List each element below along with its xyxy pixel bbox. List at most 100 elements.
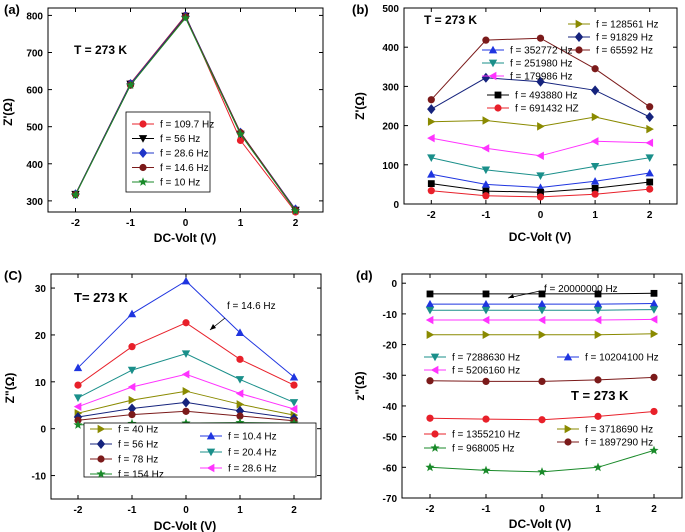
data-point <box>482 116 491 125</box>
x-tick-label: -2 <box>426 504 435 515</box>
legend-marker <box>574 32 584 42</box>
legend-marker <box>430 443 440 452</box>
legend-label: f = 10 Hz <box>160 178 200 189</box>
x-tick-label: -1 <box>128 505 137 516</box>
data-point <box>235 328 245 336</box>
data-point <box>590 163 600 171</box>
data-point <box>594 290 602 298</box>
data-point <box>590 177 600 185</box>
data-point <box>236 355 244 363</box>
legend-marker <box>564 424 573 434</box>
legend-marker <box>138 177 148 186</box>
data-point <box>650 329 659 339</box>
data-point <box>649 306 659 314</box>
data-point <box>180 13 191 22</box>
y-tick-label: 800 <box>26 11 43 22</box>
legend-label: f = 40 Hz <box>118 425 158 436</box>
legend-marker <box>138 148 148 158</box>
data-point <box>594 376 602 384</box>
legend-label: f = 1355210 Hz <box>452 430 520 441</box>
legend-marker <box>206 463 215 473</box>
data-point <box>481 166 491 175</box>
data-point <box>425 315 434 325</box>
panel-b-label: (b) <box>352 2 369 17</box>
data-point <box>482 36 490 44</box>
legend-label: f = 493880 Hz <box>515 91 578 102</box>
legend-label: f = 352772 Hz <box>510 46 573 57</box>
x-tick-label: 0 <box>539 504 545 515</box>
legend-label: f = 20.4 Hz <box>228 448 277 459</box>
data-point <box>593 462 603 472</box>
y-tick-label: 10 <box>35 378 47 389</box>
data-point <box>182 319 190 327</box>
y-tick-label: 30 <box>35 284 47 295</box>
legend-label: f = 1897290 Hz <box>585 438 653 449</box>
data-point <box>538 330 547 339</box>
legend-marker <box>488 45 498 54</box>
data-point <box>427 180 435 188</box>
legend-marker <box>139 163 147 172</box>
data-point <box>536 76 545 87</box>
data-point <box>127 403 137 414</box>
panel-d-annotation: T = 273 K <box>571 388 629 403</box>
data-point <box>182 407 190 415</box>
y-tick-label: -10 <box>383 310 398 321</box>
data-point <box>591 190 599 198</box>
data-point <box>73 420 83 429</box>
data-point <box>73 402 82 411</box>
legend-marker <box>96 469 106 478</box>
data-point <box>235 129 246 138</box>
data-point <box>649 315 658 324</box>
data-point <box>181 397 191 408</box>
data-point <box>427 154 436 162</box>
x-tick-label: 1 <box>592 210 598 221</box>
x-tick-label: -2 <box>74 505 83 516</box>
y-tick-label: -70 <box>383 494 398 505</box>
data-point <box>235 389 244 398</box>
x-tick-label: 0 <box>183 218 189 229</box>
data-point <box>650 373 658 382</box>
x-tick-label: 2 <box>291 505 297 516</box>
panel-d-xlabel: DC-Volt (V) <box>509 517 571 531</box>
legend-label: f = 5206160 Hz <box>452 366 520 377</box>
data-point <box>649 445 659 455</box>
data-point <box>74 381 82 389</box>
y-tick-label: 700 <box>26 49 43 60</box>
y-tick-label: -60 <box>383 463 398 474</box>
data-point <box>646 124 654 134</box>
legend-label: f = 968005 Hz <box>452 444 515 455</box>
data-point <box>482 290 490 298</box>
data-point <box>645 154 654 162</box>
data-point <box>128 395 137 405</box>
panel-d: (d) -70-60-50-40-30-20-100-2 -1 0 1 2 T = 27… <box>353 268 683 531</box>
data-point <box>537 299 547 308</box>
data-point <box>425 306 435 315</box>
legend-label: f = 179986 Hz <box>510 72 573 83</box>
y-tick-label: -30 <box>383 371 398 382</box>
data-point <box>538 377 546 385</box>
y-tick-label: 500 <box>26 123 43 134</box>
y-tick-label: -20 <box>383 341 398 352</box>
data-point <box>645 138 654 148</box>
data-point <box>590 137 599 146</box>
data-point <box>538 290 546 298</box>
data-point <box>289 372 299 381</box>
legend-marker <box>206 448 216 457</box>
panel-d-label: (d) <box>356 268 373 283</box>
legend-label: f = 65592 Hz <box>596 46 653 57</box>
data-point <box>425 462 435 472</box>
legend-label: f = 56 Hz <box>118 440 158 451</box>
y-tick-label: 0 <box>391 279 397 290</box>
data-point <box>645 111 654 122</box>
data-point <box>591 112 600 122</box>
legend-marker <box>488 71 497 81</box>
legend-marker <box>96 439 106 449</box>
legend-label: f = 78 Hz <box>118 455 158 466</box>
data-point <box>426 414 434 422</box>
data-point <box>649 299 659 307</box>
data-point <box>125 80 136 90</box>
x-tick-label: -2 <box>71 218 80 229</box>
y-tick-label: 300 <box>382 82 399 93</box>
data-point <box>593 306 603 315</box>
